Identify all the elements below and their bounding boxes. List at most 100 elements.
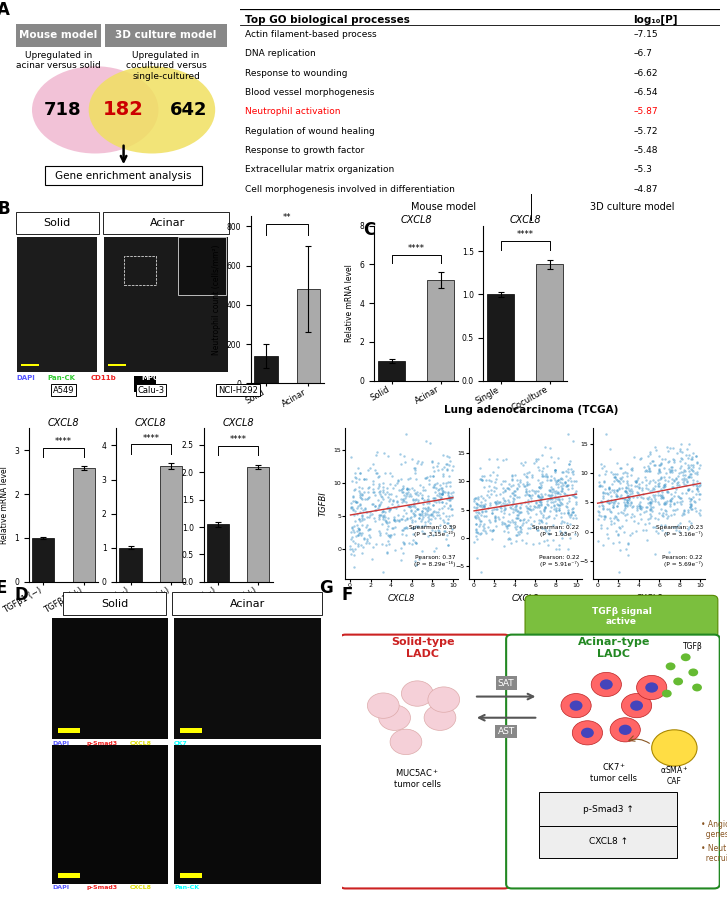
Point xyxy=(484,498,496,512)
Point xyxy=(354,498,366,512)
Point xyxy=(490,497,502,511)
Point xyxy=(531,507,542,521)
Point xyxy=(672,465,684,480)
Point xyxy=(484,515,496,529)
Point xyxy=(662,511,673,526)
Point xyxy=(356,509,368,523)
Point xyxy=(620,480,632,494)
Point xyxy=(644,502,656,516)
Point xyxy=(369,463,381,477)
Point xyxy=(473,519,485,533)
Point xyxy=(424,511,435,526)
Text: –6.54: –6.54 xyxy=(633,87,658,97)
Point xyxy=(401,481,413,495)
Point xyxy=(548,471,560,485)
Point xyxy=(470,524,482,538)
Point xyxy=(377,512,389,527)
Point xyxy=(468,535,480,549)
Point xyxy=(537,510,549,524)
Bar xyxy=(52,745,168,884)
Point xyxy=(474,461,486,475)
Point xyxy=(389,478,401,492)
Point xyxy=(349,514,361,529)
Point xyxy=(548,498,560,512)
Point xyxy=(679,465,691,479)
Point xyxy=(558,465,569,479)
Point xyxy=(636,483,648,498)
Point xyxy=(490,494,502,509)
Point xyxy=(425,468,436,483)
Point xyxy=(611,472,622,486)
Point xyxy=(550,484,561,499)
Point xyxy=(415,457,427,472)
Text: Extracellular matrix organization: Extracellular matrix organization xyxy=(245,165,394,174)
Point xyxy=(345,548,357,562)
Text: Upregulated in
cocultured versus
single-cultured: Upregulated in cocultured versus single-… xyxy=(126,51,206,80)
Point xyxy=(674,461,686,475)
Point xyxy=(503,495,515,510)
Point xyxy=(435,487,447,502)
Text: Pan-CK: Pan-CK xyxy=(174,886,199,890)
Point xyxy=(361,492,372,506)
Point xyxy=(537,508,549,522)
Point xyxy=(417,511,428,525)
Point xyxy=(384,530,395,545)
Point xyxy=(490,496,502,511)
Point xyxy=(476,504,488,519)
Point xyxy=(555,471,567,485)
Point xyxy=(426,455,438,469)
Text: A549: A549 xyxy=(53,386,74,395)
Point xyxy=(352,521,364,536)
Point xyxy=(527,502,539,516)
Point xyxy=(382,534,394,548)
Point xyxy=(603,483,614,497)
Point xyxy=(665,507,677,521)
Point xyxy=(563,462,574,476)
Text: Pearson: 0.37
(P = 8.29e⁻¹⁶): Pearson: 0.37 (P = 8.29e⁻¹⁶) xyxy=(414,555,456,566)
Point xyxy=(515,500,526,514)
Point xyxy=(663,545,675,559)
Point xyxy=(694,477,706,492)
Point xyxy=(479,493,491,508)
Point xyxy=(537,474,548,489)
Point xyxy=(570,497,582,511)
Point xyxy=(523,487,534,502)
Point xyxy=(424,436,435,450)
Point xyxy=(437,502,449,516)
Point xyxy=(495,498,507,512)
Point xyxy=(537,464,548,478)
Point xyxy=(621,489,632,503)
Text: Gene enrichment analysis: Gene enrichment analysis xyxy=(55,170,192,180)
Point xyxy=(520,535,531,549)
Point xyxy=(422,503,433,518)
Point xyxy=(616,491,628,505)
Point xyxy=(353,521,364,536)
Circle shape xyxy=(581,728,594,738)
Point xyxy=(406,537,417,551)
Point xyxy=(619,492,630,506)
Point xyxy=(633,487,645,502)
Point xyxy=(539,501,550,515)
Point xyxy=(694,503,705,518)
Point xyxy=(364,530,376,545)
Point xyxy=(624,484,636,499)
Point xyxy=(406,452,418,466)
Point xyxy=(633,496,645,511)
Point xyxy=(503,507,515,521)
Point xyxy=(395,456,406,471)
Point xyxy=(397,509,409,523)
Point xyxy=(559,474,571,489)
Point xyxy=(382,503,394,518)
Point xyxy=(555,496,567,511)
Text: Actin filament-based process: Actin filament-based process xyxy=(245,30,377,39)
Point xyxy=(606,477,618,492)
Point xyxy=(476,473,488,487)
Point xyxy=(539,502,550,516)
Point xyxy=(635,489,647,503)
Point xyxy=(443,492,455,507)
Point xyxy=(630,474,642,489)
Point xyxy=(643,464,655,478)
Point xyxy=(442,449,454,464)
Bar xyxy=(17,236,97,373)
Point xyxy=(642,449,654,464)
